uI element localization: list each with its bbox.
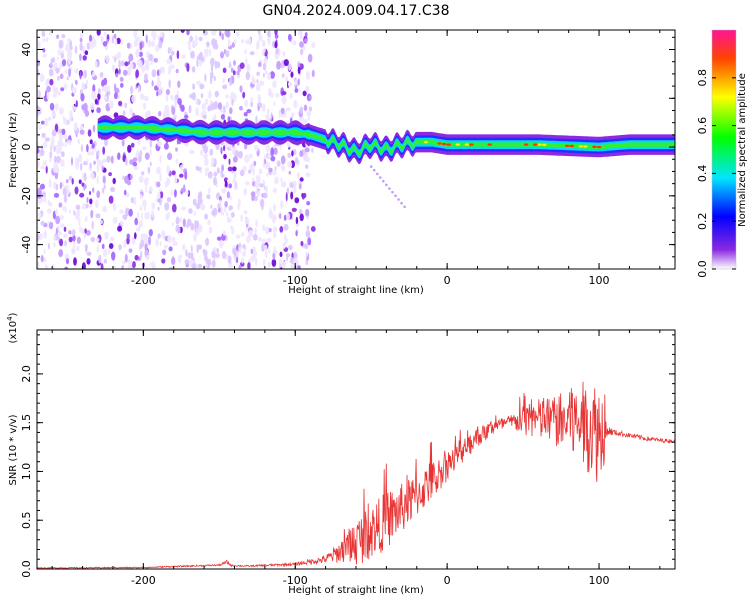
snr-xlabel: Height of straight line (km) <box>288 585 424 596</box>
snr-multiplier: (x104) <box>6 312 19 343</box>
snr-y-tick-label: 0.5 <box>20 511 33 529</box>
snr-frame <box>36 329 676 570</box>
colorbar-tick-label: 0.0 <box>696 260 709 278</box>
spec-y-tick-label: 0 <box>20 144 33 151</box>
snr-x-tick-label: -200 <box>131 574 156 587</box>
colorbar-label: Normalized spectral amplitude <box>737 73 748 227</box>
spectrogram-ylabel: Frequency (Hz) <box>8 112 19 188</box>
snr-x-tick-label: 0 <box>444 574 451 587</box>
spec-y-tick-label: -20 <box>20 187 33 205</box>
snr-y-tick-label: 1.5 <box>20 414 33 432</box>
snr-content <box>37 381 675 569</box>
snr-y-tick-label: 0.0 <box>20 560 33 578</box>
spec-y-tick-label: 40 <box>20 43 33 57</box>
colorbar-tick-label: 0.2 <box>696 212 709 230</box>
snr-x-tick-label: 100 <box>589 574 610 587</box>
spectrogram-content <box>37 30 675 269</box>
colorbar-gradient <box>712 30 736 269</box>
spec-x-tick-label: -200 <box>131 274 156 287</box>
figure-title: GN04.2024.009.04.17.C38 <box>263 3 450 19</box>
spec-y-tick-label: -40 <box>20 236 33 254</box>
snr-ylabel: SNR (10 * v/v) <box>8 414 19 485</box>
colorbar-frame <box>711 29 737 270</box>
colorbar-tick-label: 0.4 <box>696 165 709 183</box>
snr-y-tick-label: 1.0 <box>20 463 33 481</box>
spec-x-tick-label: 100 <box>589 274 610 287</box>
colorbar-ticks: 0.0 0.2 0.4 0.6 0.8 <box>696 69 736 278</box>
spec-y-tick-label: 20 <box>20 91 33 105</box>
colorbar-tick-label: 0.8 <box>696 69 709 87</box>
colorbar-tick-label: 0.6 <box>696 117 709 135</box>
snr-y-tick-label: 2.0 <box>20 365 33 383</box>
ridge <box>97 115 675 165</box>
snr-series-line <box>37 381 675 569</box>
snr-ticks: -200 -100 0 100 0.0 0.5 1.0 1.5 2.0 <box>20 330 675 587</box>
spec-x-tick-label: 0 <box>444 274 451 287</box>
snr-x-tick-label: -100 <box>283 574 308 587</box>
snr-panel: -200 -100 0 100 0.0 0.5 1.0 1.5 2.0 Height of st… <box>6 312 676 596</box>
spec-x-tick-label: -100 <box>283 274 308 287</box>
colorbar: 0.0 0.2 0.4 0.6 0.8 Normalized spectral ampl… <box>696 29 748 278</box>
spectrogram-xlabel: Height of straight line (km) <box>288 285 424 296</box>
